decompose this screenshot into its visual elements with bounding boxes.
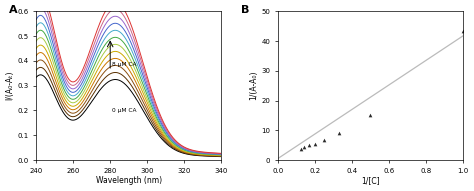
Point — [305, 144, 312, 147]
X-axis label: 1/[C]: 1/[C] — [361, 176, 380, 185]
Text: B: B — [241, 6, 249, 15]
Point — [459, 29, 466, 32]
Point — [336, 131, 343, 134]
Point — [320, 138, 328, 141]
Text: A: A — [9, 6, 17, 15]
Point — [311, 142, 319, 145]
Point — [366, 114, 374, 117]
X-axis label: Wavelength (nm): Wavelength (nm) — [96, 176, 162, 185]
Point — [301, 146, 308, 149]
Y-axis label: I/(A₀-Aₜ): I/(A₀-Aₜ) — [6, 71, 15, 100]
Text: 8 μM CA: 8 μM CA — [112, 62, 137, 67]
Y-axis label: 1/(A-A₀): 1/(A-A₀) — [249, 71, 258, 100]
Point — [297, 147, 305, 150]
Text: 0 μM CA: 0 μM CA — [112, 108, 137, 113]
